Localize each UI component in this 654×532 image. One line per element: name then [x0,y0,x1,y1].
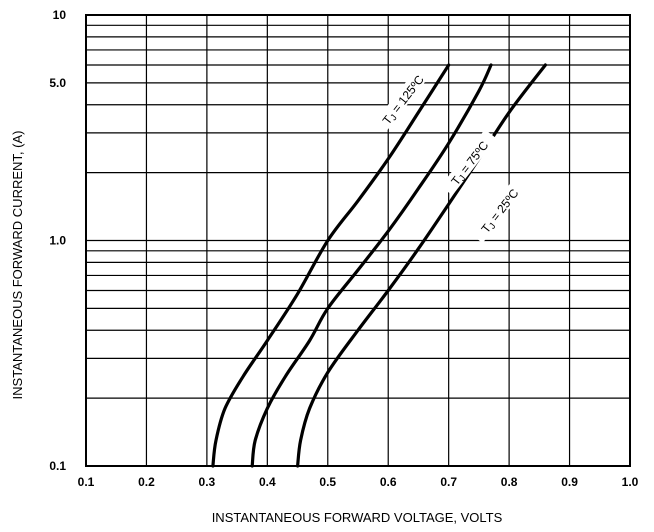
x-tick-label: 0.2 [138,475,155,489]
x-axis-label: INSTANTANEOUS FORWARD VOLTAGE, VOLTS [212,510,503,525]
grid [86,15,630,466]
x-tick-label: 0.7 [440,475,457,489]
y-tick-label: 10 [53,8,67,22]
x-tick-label: 0.6 [380,475,397,489]
y-tick-label: 0.1 [49,459,66,473]
x-tick-label: 0.4 [259,475,276,489]
x-tick-label: 0.5 [319,475,336,489]
y-tick-label: 5.0 [49,76,66,90]
curve-series-0 [211,63,451,468]
curve-series-2 [296,63,547,468]
plot-border [85,14,631,467]
x-tick-label: 0.3 [199,475,216,489]
curve-label-background [470,177,527,244]
curve-label-background [440,129,497,196]
curve-label-text: TJ = 125ºC [380,72,428,128]
y-tick-label: 1.0 [49,234,66,248]
x-tick-label: 0.1 [78,475,95,489]
y-axis-label: INSTANTANEOUS FORWARD CURRENT, (A) [10,131,25,400]
curve-label-text: TJ = 75ºC [448,138,492,188]
x-tick-label: 0.8 [501,475,518,489]
x-tick-label: 1.0 [622,475,639,489]
x-tick-label: 0.9 [561,475,578,489]
tick-labels: 0.1 0.2 0.3 0.4 0.5 0.6 0.7 0.8 0.9 1.0 0.1 1.0 5.0 1… [49,8,638,489]
curve-label-background [374,66,431,133]
curve-label-2: TJ = 25ºC [470,177,527,244]
curve-label-0: TJ = 125ºC [374,66,431,133]
curve-label-text: TJ = 25ºC [479,186,523,236]
curve-series-1 [250,63,493,468]
